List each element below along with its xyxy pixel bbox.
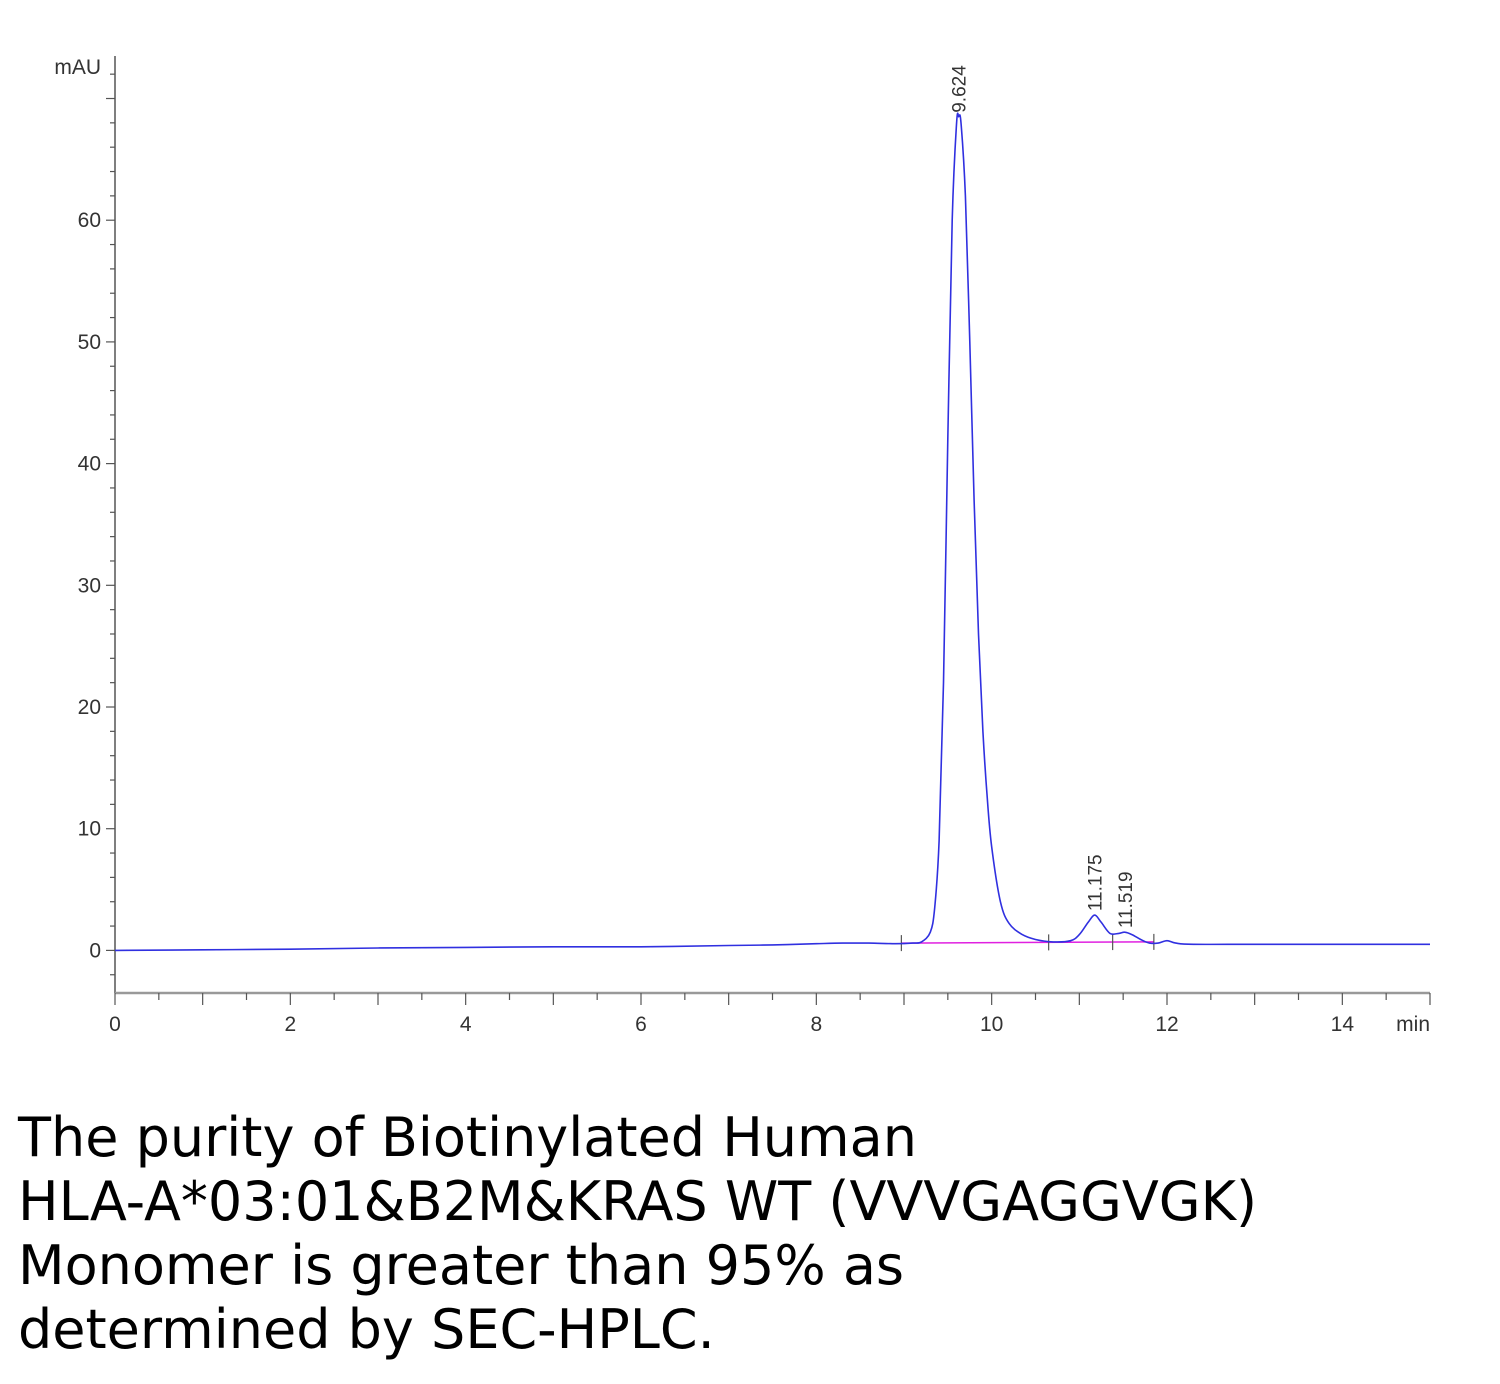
x-tick-label: 10 [980,1013,1003,1036]
y-tick-label: 0 [89,939,101,962]
y-tick-label: 10 [78,818,101,841]
x-tick-label: 6 [635,1013,647,1036]
x-tick-label: 14 [1331,1013,1355,1036]
integration-baseline [901,941,1154,944]
peak-label-2: 11.175 [1086,854,1107,911]
y-unit-label: mAU [54,56,101,79]
label-layer: 9.624 11.175 11.519 [950,65,1137,928]
axes: 0 10 20 30 40 50 60 mAU 0 2 4 6 8 10 12 14 min [54,56,1431,1036]
caption-line-4: determined by SEC-HPLC. [18,1298,715,1361]
x-tick-label: 0 [109,1013,121,1036]
x-unit-label: min [1396,1013,1430,1036]
caption: The purity of Biotinylated Human HLA-A*0… [18,1106,1488,1362]
trace-layer [114,112,1430,952]
caption-line-1: The purity of Biotinylated Human [18,1106,917,1169]
caption-line-2: HLA-A*03:01&B2M&KRAS WT (VVVGAGGVGK) [18,1170,1258,1233]
caption-line-3: Monomer is greater than 95% as [18,1234,905,1297]
y-tick-label: 50 [78,331,101,354]
y-tick-label: 30 [78,574,101,597]
chromatogram-chart: 0 10 20 30 40 50 60 mAU 0 2 4 6 8 10 12 14 min 9.624 11.1… [54,56,1431,1036]
peak-label-1: 9.624 [950,65,971,113]
x-tick-label: 8 [810,1013,822,1036]
y-tick-label: 60 [78,209,101,232]
peak-label-3: 11.519 [1116,871,1137,928]
y-tick-label: 40 [78,453,101,476]
y-tick-label: 20 [78,696,101,719]
chromatogram-trace [114,112,1430,952]
x-tick-label: 12 [1155,1013,1178,1036]
x-tick-label: 4 [460,1013,472,1036]
x-tick-label: 2 [284,1013,296,1036]
